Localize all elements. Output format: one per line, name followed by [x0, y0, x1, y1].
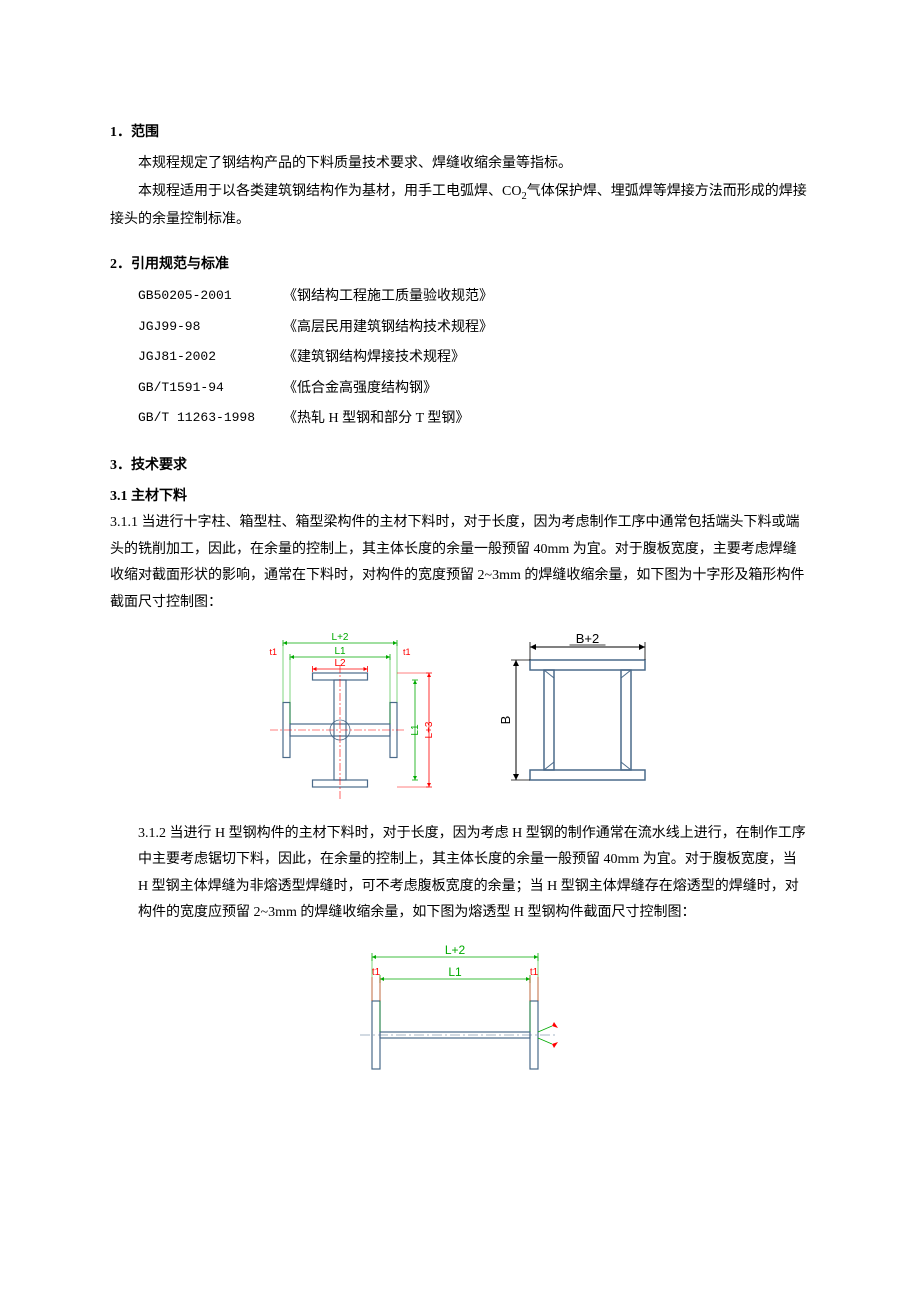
cross-section-diagram: L+2L1L2t1t1L1L+3: [250, 625, 450, 805]
svg-text:B: B: [498, 715, 513, 724]
svg-text:L+2: L+2: [445, 943, 466, 957]
section-1-title: 1．范围: [110, 120, 810, 147]
section-1-para-2: 本规程适用于以各类建筑钢结构作为基材，用手工电弧焊、CO2气体保护焊、埋弧焊等焊…: [110, 179, 810, 233]
svg-text:L+2: L+2: [332, 632, 349, 643]
svg-text:L1: L1: [334, 646, 346, 657]
standard-name: 《钢结构工程施工质量验收规范》: [283, 282, 493, 313]
svg-text:B+2: B+2: [576, 631, 600, 646]
svg-text:L1: L1: [448, 965, 462, 979]
standard-name: 《高层民用建筑钢结构技术规程》: [283, 313, 493, 344]
h-section-diagram: L+2 L1 t1 t1: [340, 935, 580, 1085]
s1-p2-pre: 本规程适用于以各类建筑钢结构作为基材，用手工电弧焊、CO: [138, 184, 521, 199]
para-3-1-1: 3.1.1 当进行十字柱、箱型柱、箱型梁构件的主材下料时，对于长度，因为考虑制作…: [110, 510, 810, 616]
box-section-diagram: B+2 B: [490, 625, 670, 795]
standard-code: GB/T 11263-1998: [138, 404, 283, 435]
svg-text:t1: t1: [403, 647, 411, 657]
standard-code: JGJ81-2002: [138, 343, 283, 374]
svg-text:L1: L1: [410, 724, 421, 736]
standard-name: 《建筑钢结构焊接技术规程》: [283, 343, 493, 374]
standard-row: JGJ81-2002《建筑钢结构焊接技术规程》: [138, 343, 493, 374]
section-3-title: 3．技术要求: [110, 453, 810, 480]
diagram-row-2: L+2 L1 t1 t1: [110, 935, 810, 1085]
standard-row: GB50205-2001《钢结构工程施工质量验收规范》: [138, 282, 493, 313]
diagram-row-1: L+2L1L2t1t1L1L+3 B+2B: [110, 625, 810, 805]
section-3-1-title: 3.1 主材下料: [110, 484, 810, 511]
standard-code: GB/T1591-94: [138, 374, 283, 405]
svg-text:L+3: L+3: [424, 721, 435, 738]
standard-row: GB/T 11263-1998《热轧 H 型钢和部分 T 型钢》: [138, 404, 493, 435]
section-1-para-1: 本规程规定了钢结构产品的下料质量技术要求、焊缝收缩余量等指标。: [110, 151, 810, 178]
standard-row: JGJ99-98《高层民用建筑钢结构技术规程》: [138, 313, 493, 344]
svg-text:L2: L2: [334, 658, 346, 669]
standard-name: 《热轧 H 型钢和部分 T 型钢》: [283, 404, 493, 435]
standard-code: JGJ99-98: [138, 313, 283, 344]
standard-name: 《低合金高强度结构钢》: [283, 374, 493, 405]
standard-row: GB/T1591-94《低合金高强度结构钢》: [138, 374, 493, 405]
standard-code: GB50205-2001: [138, 282, 283, 313]
svg-text:t1: t1: [372, 967, 381, 978]
standards-table: GB50205-2001《钢结构工程施工质量验收规范》JGJ99-98《高层民用…: [138, 282, 493, 435]
para-3-1-2: 3.1.2 当进行 H 型钢构件的主材下料时，对于长度，因为考虑 H 型钢的制作…: [138, 821, 810, 927]
svg-text:t1: t1: [530, 967, 539, 978]
section-2-title: 2．引用规范与标准: [110, 252, 810, 279]
svg-text:t1: t1: [269, 647, 277, 657]
